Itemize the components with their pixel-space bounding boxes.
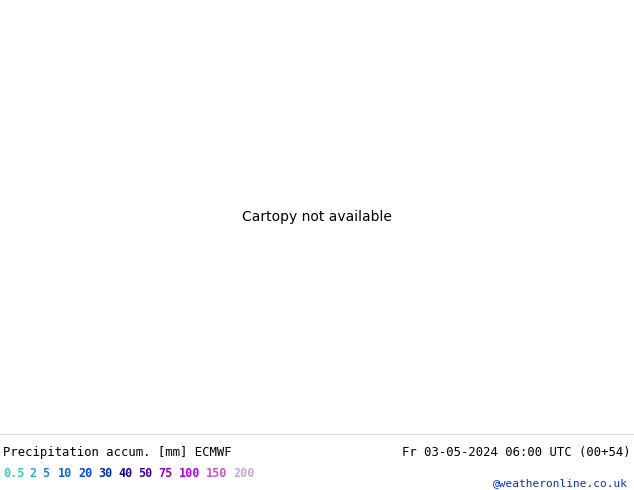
Text: 10: 10 [58, 467, 72, 480]
Text: @weatheronline.co.uk: @weatheronline.co.uk [493, 478, 628, 488]
Text: 50: 50 [138, 467, 152, 480]
Text: 100: 100 [179, 467, 200, 480]
Text: Fr 03-05-2024 06:00 UTC (00+54): Fr 03-05-2024 06:00 UTC (00+54) [403, 446, 631, 459]
Text: 5: 5 [42, 467, 49, 480]
Text: 200: 200 [233, 467, 254, 480]
Text: 150: 150 [206, 467, 228, 480]
Text: 75: 75 [158, 467, 172, 480]
Text: 30: 30 [98, 467, 112, 480]
Text: 0.5: 0.5 [3, 467, 24, 480]
Text: 20: 20 [78, 467, 93, 480]
Text: Precipitation accum. [mm] ECMWF: Precipitation accum. [mm] ECMWF [3, 446, 231, 459]
Text: 40: 40 [118, 467, 133, 480]
Text: Cartopy not available: Cartopy not available [242, 210, 392, 224]
Text: 2: 2 [29, 467, 36, 480]
